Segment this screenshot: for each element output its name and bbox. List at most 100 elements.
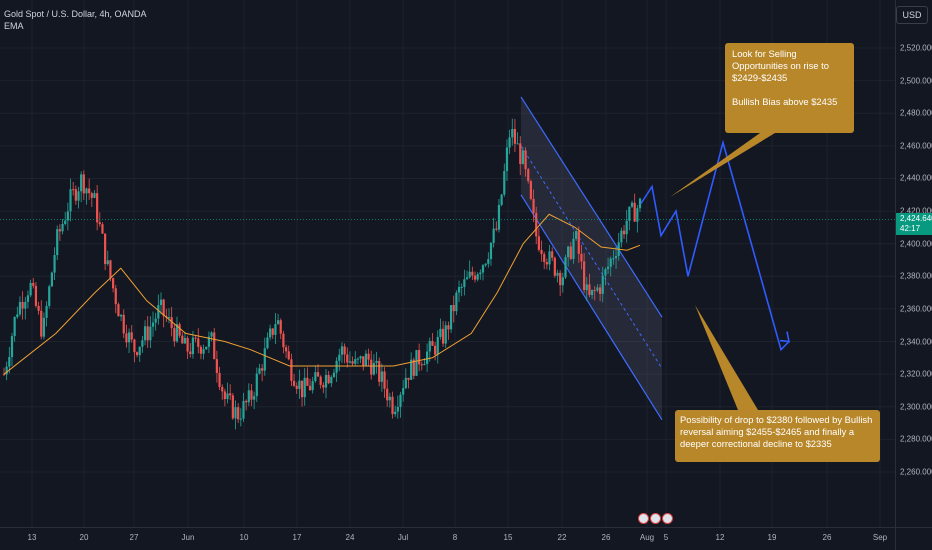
candle-body (418, 350, 421, 365)
candle-body (332, 372, 336, 377)
y-tick-label: 2,340.000 (900, 337, 932, 347)
y-tick-label: 2,520.000 (900, 43, 932, 53)
candle-body (237, 407, 240, 420)
candle-body (247, 390, 250, 403)
us-flag-icon[interactable] (638, 513, 649, 524)
candle-body (56, 229, 59, 256)
x-tick-label: 10 (239, 533, 249, 542)
candle-body (593, 289, 596, 291)
candle-body (191, 337, 195, 355)
candle-body (628, 206, 631, 221)
candle-body (479, 272, 482, 275)
y-tick-label: 2,400.000 (900, 239, 932, 249)
candle-body (407, 377, 410, 380)
us-flag-icon[interactable] (662, 513, 673, 524)
candle-body (487, 259, 490, 264)
x-tick-label: Sep (872, 533, 888, 542)
candle-body (612, 258, 615, 260)
candle-body (513, 128, 517, 144)
y-tick-label: 2,480.000 (900, 108, 932, 118)
annotation-scenario[interactable]: Possibility of drop to $2380 followed by… (675, 410, 880, 462)
candle-body (122, 314, 125, 334)
candle-body (433, 345, 437, 355)
candle-body (452, 305, 455, 312)
candle-body (391, 396, 394, 415)
annotation-sell-zone[interactable]: Look for Selling Opportunities on rise t… (725, 43, 854, 133)
candle-body (420, 364, 423, 366)
candle-body (82, 174, 85, 194)
candle-body (226, 393, 229, 400)
candle-body (340, 346, 344, 355)
candle-body (604, 269, 607, 276)
candle-body (606, 266, 610, 270)
candle-body (37, 305, 40, 311)
us-flag-icon[interactable] (650, 513, 661, 524)
candle-body (316, 372, 320, 377)
candle-body (48, 286, 51, 306)
candle-body (380, 371, 383, 382)
candle-body (258, 368, 261, 374)
candle-body (436, 336, 439, 355)
candle-body (261, 368, 264, 371)
candle-body (638, 198, 642, 209)
callout-pointer-top (670, 133, 775, 197)
indicator-label[interactable]: EMA (4, 21, 24, 31)
candle-body (117, 304, 120, 317)
candle-body (295, 385, 298, 389)
candle-body (362, 356, 365, 366)
candle-body (473, 275, 477, 280)
candle-body (104, 233, 107, 265)
candle-body (162, 299, 165, 317)
candle-body (457, 287, 461, 293)
candle-body (149, 326, 152, 341)
candle-body (154, 318, 157, 323)
x-tick-label: Aug (639, 533, 655, 542)
candle-body (24, 301, 27, 309)
candle-body (175, 324, 179, 342)
candle-body (80, 174, 83, 192)
candle-body (322, 384, 325, 388)
candle-body (311, 381, 314, 391)
candle-body (503, 171, 506, 195)
symbol-title[interactable]: Gold Spot / U.S. Dollar, 4h, OANDA (4, 9, 147, 19)
y-tick-label: 2,280.000 (900, 434, 932, 444)
y-tick-label: 2,460.000 (900, 141, 932, 151)
candle-body (591, 289, 594, 296)
candle-body (449, 305, 453, 330)
candle-body (284, 347, 288, 352)
candle-body (500, 194, 503, 205)
candle-body (556, 272, 559, 276)
ema-series (3, 213, 641, 375)
candle-body (16, 314, 19, 318)
candle-body (505, 147, 509, 172)
candle-body (468, 271, 471, 278)
candle-body (583, 261, 586, 291)
candle-body (561, 277, 564, 286)
candle-body (69, 189, 72, 212)
candle-body (481, 265, 485, 273)
event-flags[interactable] (638, 513, 674, 527)
currency-button[interactable]: USD (896, 6, 928, 24)
candle-body (29, 282, 32, 296)
candle-body (564, 257, 567, 278)
candle-body (559, 272, 562, 286)
candle-body (551, 251, 554, 258)
candle-body (186, 337, 189, 352)
candle-body (266, 337, 269, 349)
candle-body (231, 395, 234, 419)
candle-body (431, 341, 434, 346)
x-tick-label: 19 (767, 533, 777, 542)
candle-body (194, 337, 197, 339)
candle-body (524, 150, 527, 170)
candle-body (596, 287, 599, 291)
candle-body (439, 328, 442, 337)
candle-body (572, 238, 575, 259)
candle-body (72, 189, 75, 191)
candle-body (543, 254, 546, 263)
candle-body (335, 360, 338, 373)
candle-body (492, 228, 495, 243)
annotation-line: Possibility of drop to $2380 followed by… (680, 414, 873, 449)
candle-body (127, 332, 131, 343)
candle-body (540, 249, 543, 255)
